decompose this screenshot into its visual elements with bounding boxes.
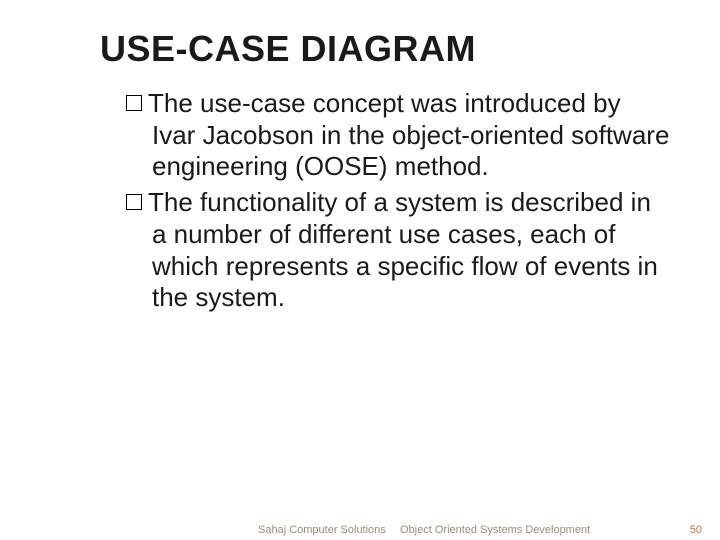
footer-company: Sahaj Computer Solutions: [258, 524, 386, 536]
bullet-item: The use-case concept was introduced by I…: [126, 88, 670, 183]
bullet-marker-icon: [126, 95, 142, 111]
slide-title: USE-CASE DIAGRAM: [100, 28, 670, 70]
footer-subject: Object Oriented Systems Development: [400, 524, 590, 536]
bullet-marker-icon: [126, 194, 142, 210]
footer-page-number: 50: [690, 524, 702, 536]
slide-body: The use-case concept was introduced by I…: [100, 88, 670, 314]
slide-container: USE-CASE DIAGRAM The use-case concept wa…: [0, 0, 720, 540]
bullet-text: The functionality of a system is describ…: [148, 187, 658, 312]
bullet-item: The functionality of a system is describ…: [126, 187, 670, 314]
bullet-text: The use-case concept was introduced by I…: [148, 88, 669, 181]
